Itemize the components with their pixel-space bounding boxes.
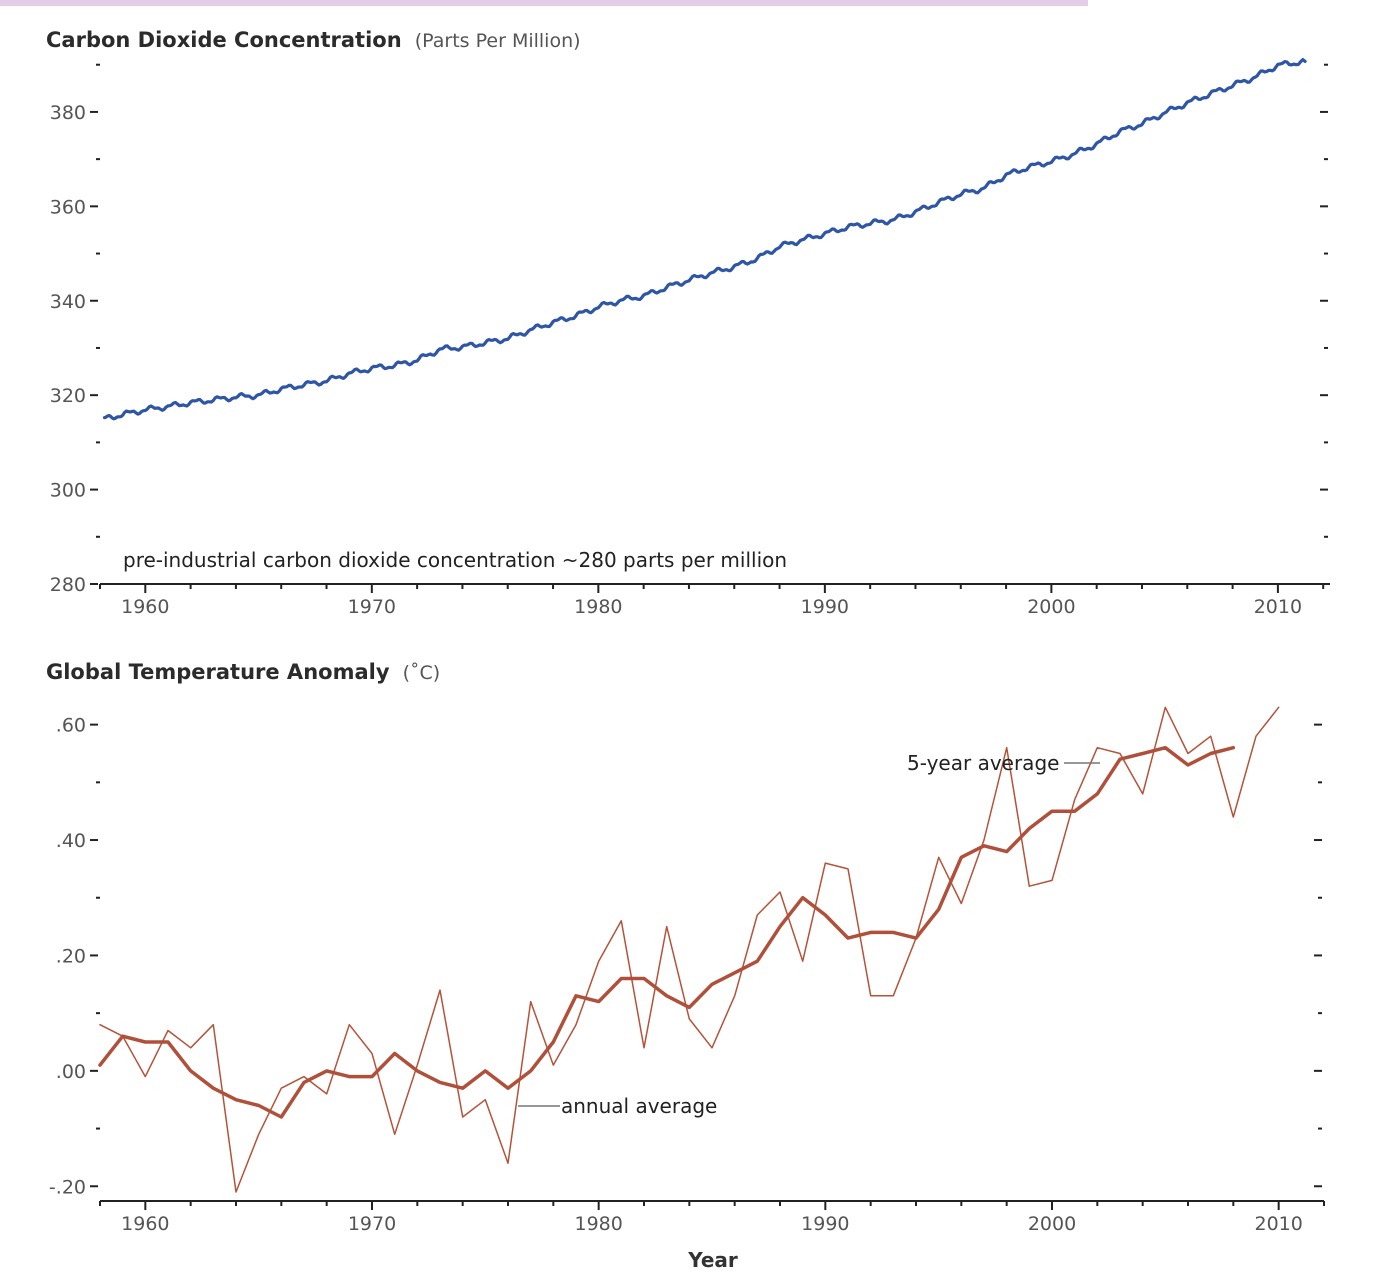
- co2-x-tick-label: 1990: [801, 596, 849, 618]
- annual-average-label: annual average: [561, 1094, 717, 1118]
- header-bar: [0, 0, 1088, 6]
- annual-average-line: [99, 706, 1280, 1193]
- temp-y-tick-label: .20: [56, 945, 86, 967]
- co2-chart-title-wrap: Carbon Dioxide Concentration (Parts Per …: [46, 28, 581, 52]
- co2-y-tick-label: 300: [50, 480, 86, 502]
- co2-chart-units: (Parts Per Million): [415, 30, 581, 52]
- temp-x-tick-label: 2000: [1028, 1213, 1076, 1235]
- temp-x-axis-label: Year: [687, 1248, 738, 1272]
- temp-chart-title-wrap: Global Temperature Anomaly (˚C): [46, 660, 440, 684]
- co2-x-tick-label: 1960: [121, 596, 169, 618]
- co2-x-tick-label: 1980: [574, 596, 622, 618]
- co2-chart: Carbon Dioxide Concentration (Parts Per …: [46, 28, 1330, 618]
- co2-preindustrial-annotation: pre-industrial carbon dioxide concentrat…: [123, 548, 787, 572]
- temp-x-tick-label: 2010: [1254, 1213, 1302, 1235]
- temp-x-tick-label: 1970: [348, 1213, 396, 1235]
- temp-chart-units: (˚C): [403, 662, 441, 684]
- temp-chart-title: Global Temperature Anomaly: [46, 660, 390, 684]
- temp-x-tick-label: 1960: [121, 1213, 169, 1235]
- temp-y-tick-label: .60: [56, 715, 86, 737]
- co2-y-tick-label: 320: [50, 385, 86, 407]
- temperature-chart: Global Temperature Anomaly (˚C) 1960 1970…: [46, 660, 1325, 1272]
- temp-y-tick-label: .00: [56, 1061, 86, 1083]
- co2-y-tick-label: 380: [50, 102, 86, 124]
- co2-x-tick-label: 1970: [348, 596, 396, 618]
- co2-y-tick-label: 340: [50, 291, 86, 313]
- temp-axes: 1960 1970 1980 1990 2000 2010 .60 .40 .20 .00 -.20: [49, 715, 1325, 1235]
- co2-series-group: [102, 57, 1307, 421]
- temp-y-tick-label: .40: [56, 830, 86, 852]
- five-year-average-line: [98, 745, 1236, 1119]
- co2-chart-title: Carbon Dioxide Concentration: [46, 28, 402, 52]
- co2-y-tick-label: 280: [50, 574, 86, 596]
- temp-series-group: [98, 706, 1280, 1193]
- co2-axes: 1960 1970 1980 2000 1990 2010 380 360 340 320 300 2…: [50, 63, 1330, 618]
- temp-x-tick-label: 1980: [574, 1213, 622, 1235]
- five-year-average-label: 5-year average: [907, 751, 1059, 775]
- co2-concentration-line: [102, 57, 1307, 421]
- co2-x-tick-label: 2000: [1027, 596, 1075, 618]
- co2-x-tick-label: 2010: [1254, 596, 1302, 618]
- temp-y-tick-label: -.20: [49, 1176, 86, 1198]
- co2-y-tick-label: 360: [50, 196, 86, 218]
- temp-x-tick-label: 1990: [801, 1213, 849, 1235]
